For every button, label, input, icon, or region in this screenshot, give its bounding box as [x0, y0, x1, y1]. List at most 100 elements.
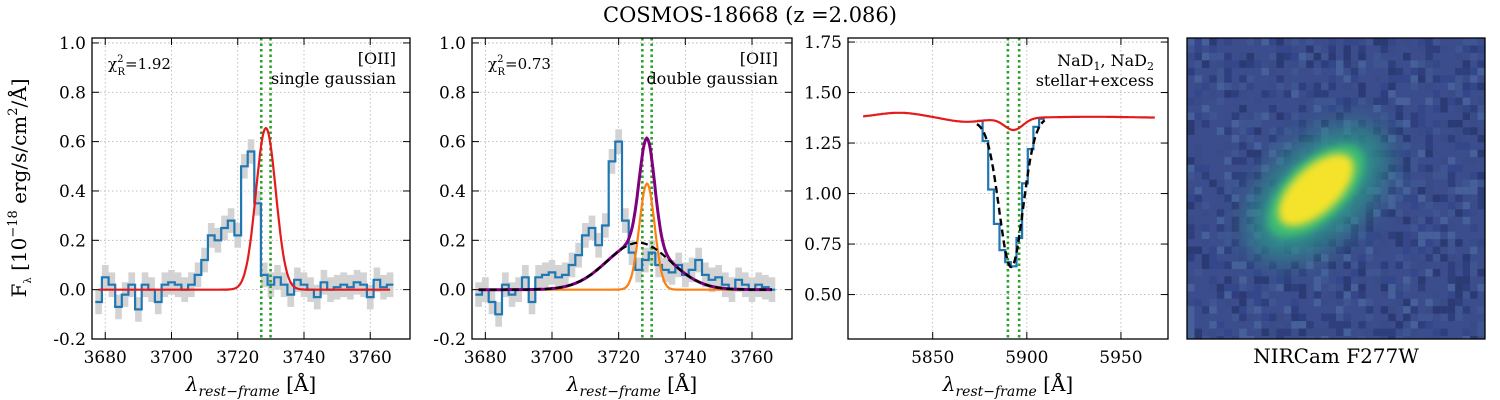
noise-pixel: [1231, 306, 1240, 314]
noise-pixel: [1201, 239, 1210, 247]
noise-pixel: [1470, 239, 1478, 247]
noise-pixel: [1209, 276, 1217, 284]
noise-pixel: [1462, 194, 1471, 202]
noise-pixel: [1477, 194, 1485, 202]
noise-pixel: [1440, 328, 1448, 337]
noise-pixel: [1418, 164, 1426, 173]
noise-pixel: [1328, 261, 1336, 269]
noise-pixel: [1395, 149, 1404, 158]
noise-pixel: [1283, 306, 1292, 314]
noise-pixel: [1470, 52, 1478, 61]
noise-pixel: [1380, 172, 1389, 180]
noise-pixel: [1365, 38, 1374, 46]
noise-pixel: [1216, 187, 1225, 195]
noise-pixel: [1410, 82, 1418, 91]
noise-pixel: [1447, 209, 1456, 217]
noise-pixel: [1246, 261, 1255, 269]
noise-pixel: [1447, 291, 1456, 299]
noise-pixel: [1298, 52, 1307, 61]
noise-pixel: [1380, 179, 1389, 188]
noise-pixel: [1224, 52, 1232, 61]
y-tick-label: 1.75: [804, 33, 842, 53]
noise-pixel: [1261, 298, 1269, 307]
noise-pixel: [1447, 172, 1456, 180]
line-name-annotation: [OII]: [358, 49, 396, 68]
noise-pixel: [1403, 194, 1411, 202]
noise-pixel: [1373, 209, 1381, 217]
noise-pixel: [1298, 291, 1307, 299]
noise-pixel: [1380, 112, 1389, 120]
noise-pixel: [1373, 127, 1381, 135]
model-type-annotation: double gaussian: [646, 69, 778, 88]
noise-pixel: [1462, 291, 1471, 299]
noise-pixel: [1432, 269, 1441, 277]
noise-pixel: [1477, 172, 1485, 180]
noise-pixel: [1209, 246, 1217, 255]
noise-pixel: [1209, 179, 1217, 188]
noise-pixel: [1194, 52, 1202, 61]
noise-pixel: [1254, 298, 1262, 307]
noise-pixel: [1298, 97, 1307, 106]
noise-pixel: [1403, 164, 1411, 173]
noise-pixel: [1291, 38, 1299, 46]
noise-pixel: [1447, 90, 1456, 98]
noise-pixel: [1239, 179, 1247, 188]
model-type-annotation: stellar+excess: [1036, 71, 1154, 90]
noise-pixel: [1403, 157, 1411, 165]
noise-pixel: [1283, 120, 1292, 128]
noise-pixel: [1425, 231, 1433, 240]
noise-pixel: [1350, 269, 1359, 277]
noise-pixel: [1187, 276, 1195, 284]
noise-pixel: [1462, 97, 1471, 106]
noise-pixel: [1403, 283, 1411, 292]
noise-pixel: [1328, 75, 1336, 83]
noise-pixel: [1410, 164, 1418, 173]
noise-pixel: [1298, 127, 1307, 135]
noise-pixel: [1194, 45, 1202, 53]
noise-pixel: [1350, 120, 1359, 128]
noise-pixel: [1470, 209, 1478, 217]
noise-pixel: [1239, 254, 1247, 262]
noise-pixel: [1418, 224, 1426, 232]
noise-pixel: [1283, 328, 1292, 337]
noise-pixel: [1380, 276, 1389, 284]
noise-pixel: [1231, 120, 1240, 128]
noise-pixel: [1209, 283, 1217, 292]
noise-pixel: [1336, 246, 1344, 255]
noise-pixel: [1432, 224, 1441, 232]
noise-pixel: [1246, 120, 1255, 128]
noise-pixel: [1373, 52, 1381, 61]
noise-pixel: [1388, 120, 1396, 128]
noise-pixel: [1254, 276, 1262, 284]
noise-pixel: [1209, 90, 1217, 98]
noise-pixel: [1410, 179, 1418, 188]
noise-pixel: [1425, 187, 1433, 195]
noise-pixel: [1254, 172, 1262, 180]
noise-pixel: [1380, 231, 1389, 240]
noise-pixel: [1365, 216, 1374, 225]
noise-pixel: [1269, 142, 1277, 150]
noise-pixel: [1470, 246, 1478, 255]
noise-pixel: [1358, 321, 1366, 329]
noise-pixel: [1477, 97, 1485, 106]
noise-pixel: [1187, 194, 1195, 202]
noise-pixel: [1388, 291, 1396, 299]
noise-pixel: [1336, 97, 1344, 106]
noise-pixel: [1470, 157, 1478, 165]
noise-pixel: [1187, 120, 1195, 128]
noise-pixel: [1410, 321, 1418, 329]
plot-area: [92, 38, 410, 339]
noise-pixel: [1343, 321, 1351, 329]
noise-pixel: [1216, 246, 1225, 255]
noise-pixel: [1447, 276, 1456, 284]
noise-pixel: [1269, 261, 1277, 269]
spectrum-data-step: [976, 117, 1045, 268]
noise-pixel: [1321, 52, 1329, 61]
noise-pixel: [1418, 45, 1426, 53]
noise-pixel: [1187, 283, 1195, 292]
noise-pixel: [1224, 291, 1232, 299]
y-tick-label: -0.2: [433, 330, 466, 350]
noise-pixel: [1336, 313, 1344, 322]
noise-pixel: [1261, 38, 1269, 46]
noise-pixel: [1254, 291, 1262, 299]
